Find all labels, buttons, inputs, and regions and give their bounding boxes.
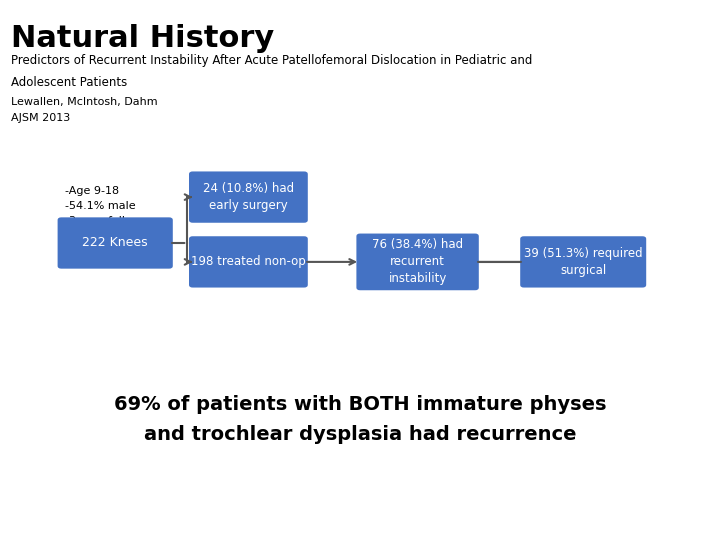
- FancyBboxPatch shape: [58, 217, 173, 268]
- Text: Adolescent Patients: Adolescent Patients: [11, 76, 127, 89]
- FancyBboxPatch shape: [356, 233, 479, 290]
- Text: 76 (38.4%) had
recurrent
instability: 76 (38.4%) had recurrent instability: [372, 238, 463, 286]
- Text: Predictors of Recurrent Instability After Acute Patellofemoral Dislocation in Pe: Predictors of Recurrent Instability Afte…: [11, 54, 532, 67]
- Text: 222 Knees: 222 Knees: [82, 237, 148, 249]
- Text: 39 (51.3%) required
surgical: 39 (51.3%) required surgical: [524, 247, 642, 277]
- Text: Natural History: Natural History: [11, 24, 274, 53]
- Text: AJSM 2013: AJSM 2013: [11, 113, 70, 124]
- Text: 198 treated non-op: 198 treated non-op: [191, 255, 306, 268]
- Text: 69% of patients with BOTH immature physes: 69% of patients with BOTH immature physe…: [114, 395, 606, 415]
- Text: -Age 9-18
-54.1% male
-3 year follow up: -Age 9-18 -54.1% male -3 year follow up: [65, 186, 158, 226]
- FancyBboxPatch shape: [189, 172, 308, 222]
- FancyBboxPatch shape: [520, 236, 647, 287]
- Text: 24 (10.8%) had
early surgery: 24 (10.8%) had early surgery: [203, 182, 294, 212]
- Text: and trochlear dysplasia had recurrence: and trochlear dysplasia had recurrence: [144, 425, 576, 444]
- Text: Lewallen, McIntosh, Dahm: Lewallen, McIntosh, Dahm: [11, 97, 158, 107]
- FancyBboxPatch shape: [189, 236, 308, 287]
